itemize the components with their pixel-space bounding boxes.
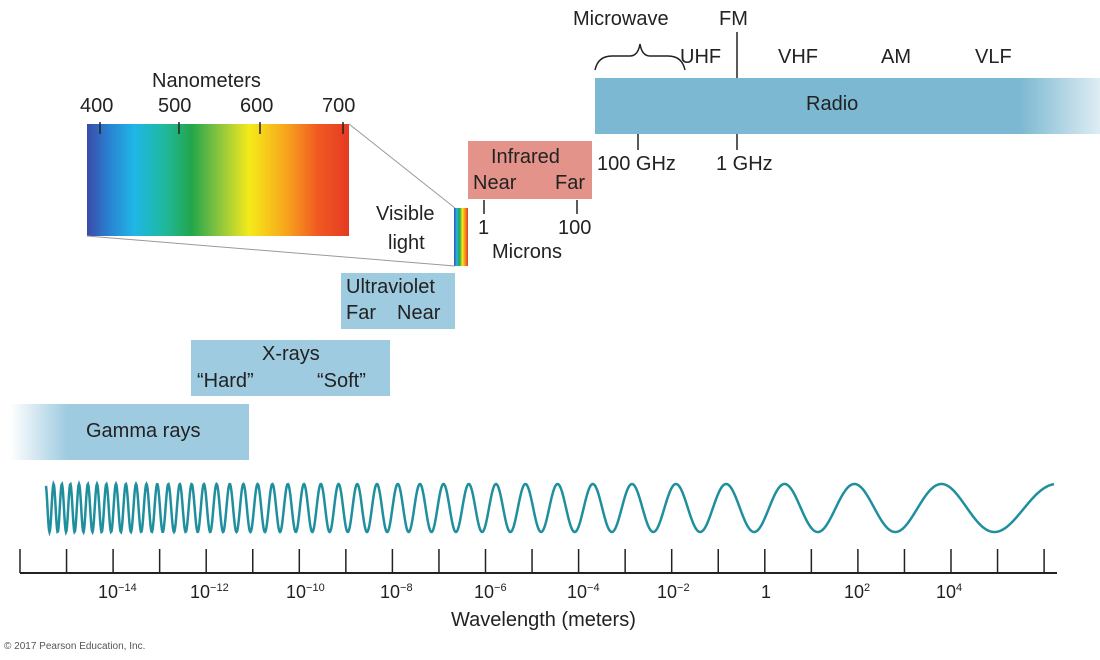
axis-label-1e-2: 10−2: [657, 582, 690, 602]
uhf-label: UHF: [680, 46, 722, 68]
am-label: AM: [881, 46, 911, 68]
ghz-1-label: 1 GHz: [716, 153, 773, 175]
nm-tick-label-400: 400: [80, 95, 114, 117]
ultraviolet-far-label: Far: [346, 302, 376, 324]
axis-label-1e2: 102: [844, 582, 871, 602]
microns-tick-label-1: 1: [478, 217, 490, 239]
radio-ticks: [637, 32, 738, 150]
infrared-near-label: Near: [473, 172, 517, 194]
gamma-rays-label: Gamma rays: [86, 420, 201, 442]
fm-label: FM: [719, 8, 748, 30]
ultraviolet-band: [341, 273, 455, 329]
infrared-far-label: Far: [555, 172, 585, 194]
axis-label-1: 1: [761, 582, 772, 602]
ghz-100-label: 100 GHz: [597, 153, 676, 175]
microwave-label: Microwave: [573, 8, 669, 30]
axis-label-1e-8: 10−8: [380, 582, 413, 602]
visible-light-strip: [454, 208, 468, 266]
zoom-connectors: [86, 123, 456, 267]
axis-label-1e4: 104: [936, 582, 963, 602]
x-rays-band: [191, 340, 390, 396]
gamma-rays-band: [10, 404, 249, 460]
radio-label: Radio: [806, 93, 859, 115]
infrared-label: Infrared: [491, 146, 560, 168]
nm-tick-label-500: 500: [158, 95, 192, 117]
nm-tick-label-700: 700: [322, 95, 356, 117]
microns-title: Microns: [492, 241, 563, 263]
axis-label-1e-12: 10−12: [190, 582, 229, 602]
vhf-label: VHF: [778, 46, 818, 68]
nanometers-title: Nanometers: [152, 70, 261, 92]
visible-spectrum-gradient: [87, 124, 349, 236]
axis-label-1e-4: 10−4: [567, 582, 600, 602]
microns-tick-label-100: 100: [558, 217, 592, 239]
micron-ticks: [483, 200, 578, 214]
x-rays-soft-label: “Soft”: [317, 370, 366, 392]
wavelength-wave: [44, 479, 1055, 537]
ultraviolet-label: Ultraviolet: [346, 276, 435, 298]
connector-top: [348, 123, 456, 209]
nm-ticks: [99, 122, 344, 134]
radio-band: [595, 78, 1100, 134]
copyright-notice: © 2017 Pearson Education, Inc.: [4, 641, 146, 652]
x-rays-label: X-rays: [262, 343, 320, 365]
axis-title: Wavelength (meters): [451, 609, 636, 631]
x-rays-hard-label: “Hard”: [197, 370, 254, 392]
connector-bottom: [86, 235, 456, 267]
visible-label-line2: light: [388, 232, 425, 254]
wavelength-axis: [19, 549, 1057, 574]
vlf-label: VLF: [975, 46, 1012, 68]
axis-label-1e-14: 10−14: [98, 582, 137, 602]
axis-label-1e-6: 10−6: [474, 582, 507, 602]
nm-tick-label-600: 600: [240, 95, 274, 117]
microwave-brace: [594, 43, 686, 71]
infrared-band: [468, 141, 592, 199]
visible-label-line1: Visible: [376, 203, 435, 225]
ultraviolet-near-label: Near: [397, 302, 441, 324]
axis-label-1e-10: 10−10: [286, 582, 325, 602]
